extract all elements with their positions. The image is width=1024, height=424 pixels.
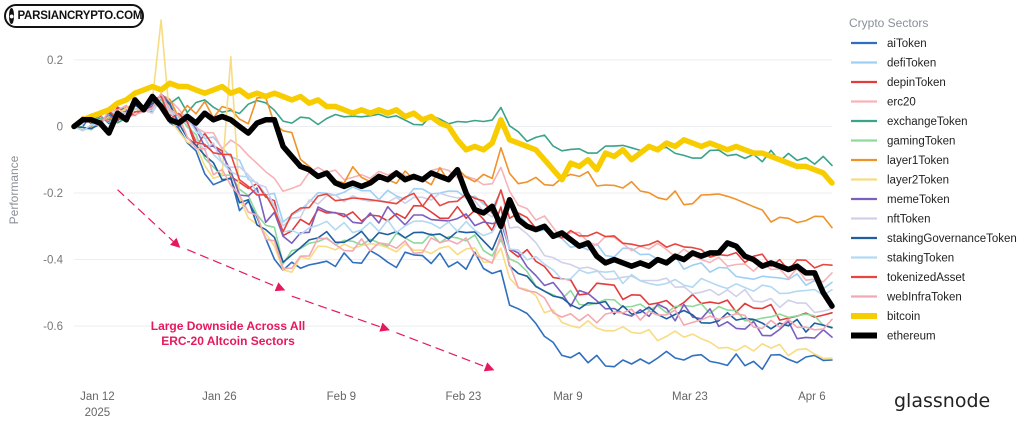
legend-label-tokenizedAsset: tokenizedAsset [887,272,966,284]
x-tick-label: Feb 23 [445,391,481,403]
series-line-webInfraToken [73,92,833,331]
series-line-depinToken [73,97,833,321]
legend-label-gamingToken: gamingToken [887,136,955,148]
legend-label-layer2Token: layer2Token [887,175,949,187]
x-tick-label: Jan 26 [202,391,237,403]
legend-label-ethereum: ethereum [887,331,936,343]
x-tick-label: Feb 9 [327,391,356,403]
watermark-text: PARSIANCRYPTO.COM [17,10,143,22]
legend-label-memeToken: memeToken [887,194,950,206]
series-line-ethereum [71,93,835,309]
legend-label-webInfraToken: webInfraToken [886,292,962,304]
crypto-logo-icon: ● [9,8,15,24]
legend-label-nftToken: nftToken [887,214,930,226]
legend-title: Crypto Sectors [849,16,928,30]
trend-arrow [187,249,286,292]
annotation-line-1: Large Downside Across All [151,319,305,333]
legend-label-defiToken: defiToken [887,58,936,70]
annotation-line-2: ERC-20 Altcoin Sectors [161,334,295,348]
legend-label-bitcoin: bitcoin [887,311,920,323]
axis-layer: 0.2 0 -0.2 -0.4 -0.6 Jan 12 2025 Jan 26 Feb 9 Feb… [43,55,825,419]
series-line-memeToken [73,93,833,340]
legend-label-depinToken: depinToken [887,77,946,89]
series-line-exchangeToken [73,96,833,167]
series-layer [71,19,835,371]
legend: aiToken defiToken depinToken erc20 exchangeT… [851,38,1017,343]
series-line-gamingToken [73,97,833,328]
series-line-nftToken [73,95,833,314]
trend-arrow [117,189,181,248]
grid-layer [74,59,832,327]
series-line-aiToken [73,96,833,371]
legend-label-erc20: erc20 [887,97,916,109]
x-tick-label: Jan 12 [80,391,115,403]
y-axis-label: Performance [7,155,21,224]
trend-arrow [291,295,390,332]
y-tick-label: 0.2 [47,55,63,67]
x-tick-sublabel: 2025 [85,407,111,419]
y-tick-label: -0.4 [43,255,63,267]
series-line-layer2Token [73,19,833,360]
trend-arrow [396,332,495,372]
brand-logo-text: glassnode [894,390,990,412]
series-line-defiToken [73,98,833,290]
x-tick-label: Mar 9 [553,391,582,403]
y-tick-label: -0.6 [43,321,63,333]
x-tick-label: Apr 6 [798,391,826,403]
legend-label-layer1Token: layer1Token [887,155,949,167]
series-line-stakingToken [73,95,833,296]
legend-label-stakingGovernanceToken: stakingGovernanceToken [887,233,1017,245]
y-tick-label: 0 [57,121,63,133]
arrow-layer [117,189,495,372]
series-line-bitcoin [71,80,835,186]
series-line-stakingGovernanceToken [73,95,833,333]
y-tick-label: -0.2 [43,188,63,200]
x-tick-label: Mar 23 [672,391,708,403]
watermark-badge: ● PARSIANCRYPTO.COM [4,4,144,28]
legend-label-exchangeToken: exchangeToken [887,116,968,128]
legend-label-stakingToken: stakingToken [887,253,954,265]
legend-label-aiToken: aiToken [887,38,927,50]
